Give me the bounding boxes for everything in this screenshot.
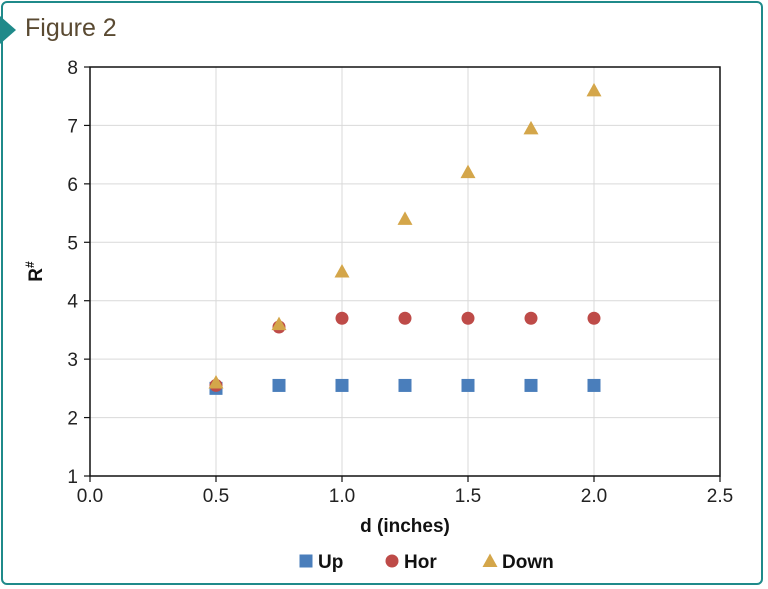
data-point-up bbox=[398, 378, 412, 392]
data-point-down bbox=[397, 211, 413, 225]
y-tick-label: 8 bbox=[67, 58, 78, 79]
y-tick-label: 5 bbox=[67, 233, 78, 254]
series-down bbox=[208, 82, 602, 389]
data-point-up bbox=[335, 378, 349, 392]
data-point-hor bbox=[587, 311, 601, 325]
data-point-hor bbox=[398, 311, 412, 325]
figure-title: Figure 2 bbox=[25, 14, 117, 42]
data-points bbox=[208, 82, 602, 395]
x-tick-label: 0.0 bbox=[77, 486, 103, 507]
data-point-down bbox=[523, 120, 539, 135]
figure-marker-icon bbox=[0, 16, 16, 44]
x-tick-label: 2.5 bbox=[707, 486, 733, 507]
data-point-down bbox=[208, 375, 224, 389]
legend-item-down: Down bbox=[482, 552, 554, 573]
y-axis-label: R# bbox=[23, 261, 47, 282]
data-point-down bbox=[460, 164, 476, 179]
y-tick-label: 1 bbox=[67, 467, 78, 488]
data-point-hor bbox=[461, 311, 475, 325]
legend-item-up: Up bbox=[299, 552, 343, 573]
y-tick-label: 3 bbox=[67, 350, 78, 371]
y-tick-label: 4 bbox=[67, 292, 78, 313]
grid-lines bbox=[84, 66, 721, 482]
data-point-down bbox=[271, 316, 287, 331]
data-point-up bbox=[587, 378, 601, 392]
data-point-up bbox=[524, 378, 538, 392]
x-tick-label: 0.5 bbox=[203, 486, 229, 507]
data-point-up bbox=[272, 378, 286, 392]
legend-marker-down bbox=[482, 553, 498, 567]
legend-marker-hor bbox=[385, 554, 399, 568]
data-point-hor bbox=[335, 311, 349, 325]
legend-label: Hor bbox=[404, 552, 437, 573]
series-up bbox=[209, 378, 601, 395]
legend-label: Down bbox=[502, 552, 554, 573]
plot-area-border bbox=[89, 66, 721, 477]
data-point-up bbox=[461, 378, 475, 392]
data-point-down bbox=[334, 264, 350, 278]
data-point-hor bbox=[524, 311, 538, 325]
legend-item-hor: Hor bbox=[385, 552, 437, 573]
data-point-down bbox=[586, 82, 602, 97]
y-tick-label: 7 bbox=[67, 116, 78, 137]
legend-label: Up bbox=[318, 552, 343, 573]
y-tick-label: 2 bbox=[67, 409, 78, 430]
legend: Up Hor Down bbox=[299, 552, 554, 573]
x-tick-label: 1.0 bbox=[329, 486, 355, 507]
legend-marker-up bbox=[299, 554, 313, 568]
x-tick-label: 2.0 bbox=[581, 486, 607, 507]
tick-labels: 0.0 0.5 1.0 1.5 2.0 2.5 1 2 3 4 5 6 7 8 bbox=[67, 58, 733, 507]
y-tick-label: 6 bbox=[67, 175, 78, 196]
x-axis-label: d (inches) bbox=[360, 516, 450, 537]
x-tick-label: 1.5 bbox=[455, 486, 481, 507]
